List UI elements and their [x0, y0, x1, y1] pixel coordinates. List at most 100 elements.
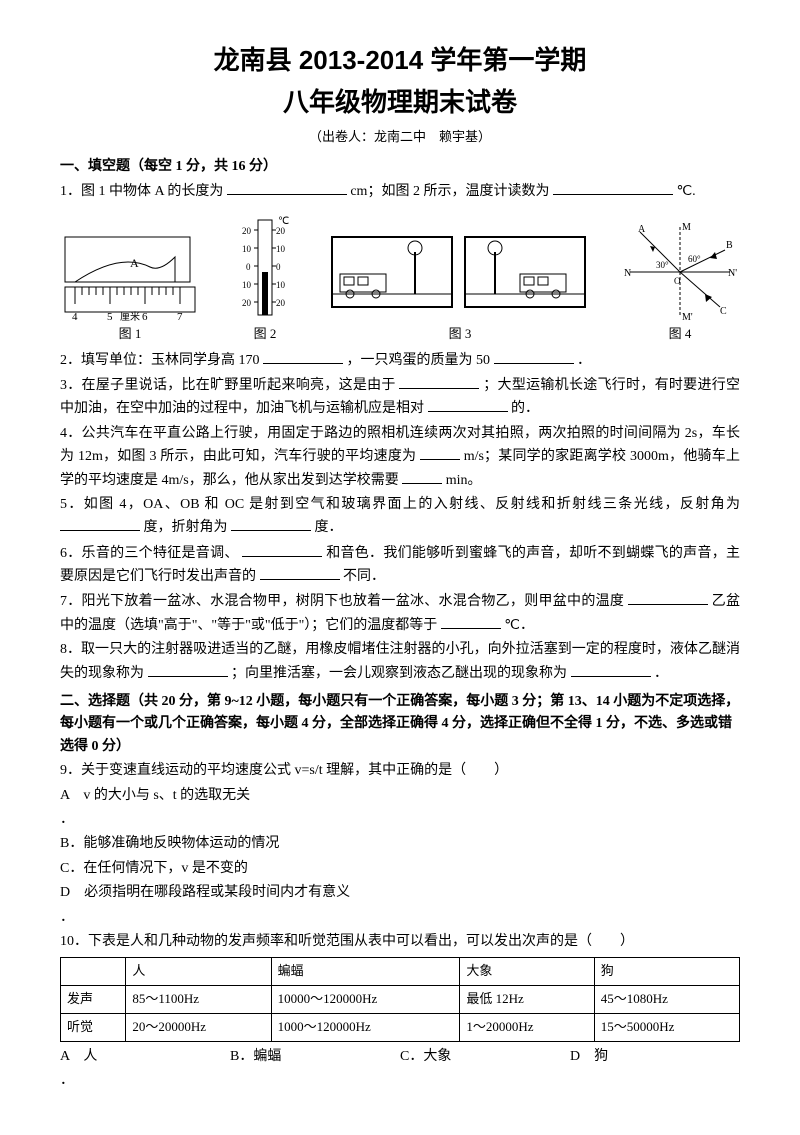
- svg-text:0: 0: [246, 262, 251, 272]
- q6-text-a: 6．乐音的三个特征是音调、: [60, 546, 239, 561]
- q6-blank-1: [242, 542, 322, 557]
- q1-text-c: ℃.: [676, 184, 695, 199]
- svg-text:6: 6: [142, 311, 148, 322]
- q2-blank-1: [263, 349, 343, 364]
- q9-option-d: D 必须指明在哪段路程或某段时间内才有意义: [60, 882, 740, 904]
- svg-text:7: 7: [177, 311, 183, 322]
- q3-blank-2: [428, 397, 508, 412]
- figure-2: ℃ 2020 1010 00 1010 2020 图 2: [230, 212, 300, 345]
- svg-text:20: 20: [276, 226, 286, 236]
- question-1: 1．图 1 中物体 A 的长度为 cm；如图 2 所示，温度计读数为 ℃.: [60, 180, 740, 203]
- light-rays-icon: A B C M M' N N' O 60° 30°: [620, 222, 740, 322]
- svg-text:20: 20: [242, 226, 252, 236]
- q10-option-d: D 狗: [570, 1046, 740, 1068]
- q9-dot-1: ．: [60, 809, 740, 831]
- q7-blank-1: [628, 590, 708, 605]
- q3-text-a: 3．在屋子里说话，比在旷野里听起来响亮，这是由于: [60, 378, 396, 393]
- question-6: 6．乐音的三个特征是音调、 和音色．我们能够听到蜜蜂飞的声音，却听不到蝴蝶飞的声…: [60, 542, 740, 589]
- svg-text:4: 4: [72, 311, 78, 322]
- q1-blank-1: [227, 180, 347, 195]
- table-cell: 1～20000Hz: [460, 1013, 594, 1041]
- svg-text:10: 10: [242, 280, 252, 290]
- section-2-header: 二、选择题（共 20 分，第 9~12 小题，每小题只有一个正确答案，每小题 3…: [60, 691, 740, 758]
- q7-blank-2: [441, 614, 501, 629]
- table-cell: 蝙蝠: [271, 958, 460, 986]
- q2-text-b: ，一只鸡蛋的质量为 50: [347, 353, 491, 368]
- svg-text:60°: 60°: [688, 254, 701, 264]
- title-line-1: 龙南县 2013-2014 学年第一学期: [60, 40, 740, 82]
- table-row: 发声 85～1100Hz 10000～120000Hz 最低 12Hz 45～1…: [61, 986, 740, 1014]
- title-line-2: 八年级物理期末试卷: [60, 82, 740, 124]
- svg-text:10: 10: [276, 280, 286, 290]
- svg-text:5: 5: [107, 311, 113, 322]
- table-cell: [61, 958, 126, 986]
- q3-text-c: 的．: [511, 401, 539, 416]
- figure-4: A B C M M' N N' O 60° 30° 图 4: [620, 222, 740, 345]
- table-row: 人 蝙蝠 大象 狗: [61, 958, 740, 986]
- question-7: 7．阳光下放着一盆冰、水混合物甲，树阴下也放着一盆冰、水混合物乙，则甲盆中的温度…: [60, 590, 740, 637]
- table-cell: 狗: [594, 958, 739, 986]
- svg-text:10: 10: [276, 244, 286, 254]
- table-cell: 听觉: [61, 1013, 126, 1041]
- table-cell: 1000～120000Hz: [271, 1013, 460, 1041]
- q4-blank-1: [420, 445, 460, 460]
- fig2-caption: 图 2: [230, 324, 300, 345]
- thermometer-icon: ℃ 2020 1010 00 1010 2020: [230, 212, 300, 322]
- q4-text-c: min。: [446, 473, 482, 488]
- question-2: 2．填写单位：玉林同学身高 170 ，一只鸡蛋的质量为 50 ．: [60, 349, 740, 372]
- fig1-caption: 图 1: [60, 324, 200, 345]
- q8-blank-1: [148, 662, 228, 677]
- q5-text-a: 5．如图 4，OA、OB 和 OC 是射到空气和玻璃界面上的入射线、反射线和折射…: [60, 497, 740, 512]
- svg-text:A: A: [638, 224, 646, 235]
- figure-1: A 4 5 6 厘米 7 图 1: [60, 232, 200, 345]
- q9-option-b: B．能够准确地反映物体运动的情况: [60, 833, 740, 855]
- svg-text:N': N': [728, 268, 737, 279]
- table-cell: 最低 12Hz: [460, 986, 594, 1014]
- q2-blank-2: [494, 349, 574, 364]
- q8-text-b: ；向里推活塞，一会儿观察到液态乙醚出现的现象称为: [231, 666, 567, 681]
- svg-text:厘米: 厘米: [120, 310, 140, 322]
- q9-dot-2: ．: [60, 907, 740, 929]
- q6-text-c: 不同．: [343, 569, 385, 584]
- q4-blank-2: [402, 469, 442, 484]
- table-cell: 发声: [61, 986, 126, 1014]
- question-9-stem: 9．关于变速直线运动的平均速度公式 v=s/t 理解，其中正确的是（ ）: [60, 760, 740, 782]
- q5-blank-1: [60, 516, 140, 531]
- question-10-options: A 人 B．蝙蝠 C．大象 D 狗: [60, 1046, 740, 1068]
- q10-option-b: B．蝙蝠: [230, 1046, 400, 1068]
- svg-text:B: B: [726, 240, 733, 251]
- question-10-stem: 10．下表是人和几种动物的发声频率和听觉范围从表中可以看出，可以发出次声的是（ …: [60, 931, 740, 953]
- q9-option-a: A v 的大小与 s、t 的选取无关: [60, 785, 740, 807]
- figures-row: A 4 5 6 厘米 7 图 1 ℃ 2020: [60, 212, 740, 345]
- q9-option-c: C．在任何情况下，v 是不变的: [60, 858, 740, 880]
- question-8: 8．取一只大的注射器吸进适当的乙醚，用橡皮帽堵住注射器的小孔，向外拉活塞到一定的…: [60, 639, 740, 685]
- object-a-label: A: [130, 256, 139, 270]
- q1-blank-2: [553, 180, 673, 195]
- q6-blank-2: [260, 565, 340, 580]
- svg-text:0: 0: [276, 262, 281, 272]
- question-5: 5．如图 4，OA、OB 和 OC 是射到空气和玻璃界面上的入射线、反射线和折射…: [60, 494, 740, 540]
- question-10-table: 人 蝙蝠 大象 狗 发声 85～1100Hz 10000～120000Hz 最低…: [60, 957, 740, 1041]
- q8-text-c: ．: [654, 666, 668, 681]
- q1-text-b: cm；如图 2 所示，温度计读数为: [350, 184, 553, 199]
- q3-blank-1: [399, 374, 479, 389]
- svg-text:20: 20: [242, 298, 252, 308]
- table-cell: 人: [126, 958, 271, 986]
- table-cell: 10000～120000Hz: [271, 986, 460, 1014]
- q10-option-c: C．大象: [400, 1046, 570, 1068]
- q7-text-a: 7．阳光下放着一盆冰、水混合物甲，树阴下也放着一盆冰、水混合物乙，则甲盆中的温度: [60, 594, 624, 609]
- table-cell: 20～20000Hz: [126, 1013, 271, 1041]
- q1-text-a: 1．图 1 中物体 A 的长度为: [60, 184, 223, 199]
- q5-text-b: 度，折射角为: [144, 520, 228, 535]
- table-cell: 45～1080Hz: [594, 986, 739, 1014]
- author-line: （出卷人：龙南二中 赖宇基）: [60, 127, 740, 148]
- q5-blank-2: [231, 516, 311, 531]
- question-9-options: A v 的大小与 s、t 的选取无关 ． B．能够准确地反映物体运动的情况 C．…: [60, 785, 740, 929]
- svg-text:30°: 30°: [656, 260, 669, 270]
- figure-3: 图 3: [330, 232, 590, 345]
- svg-text:N: N: [624, 268, 631, 279]
- fig4-caption: 图 4: [620, 324, 740, 345]
- table-cell: 85～1100Hz: [126, 986, 271, 1014]
- table-cell: 大象: [460, 958, 594, 986]
- svg-text:10: 10: [242, 244, 252, 254]
